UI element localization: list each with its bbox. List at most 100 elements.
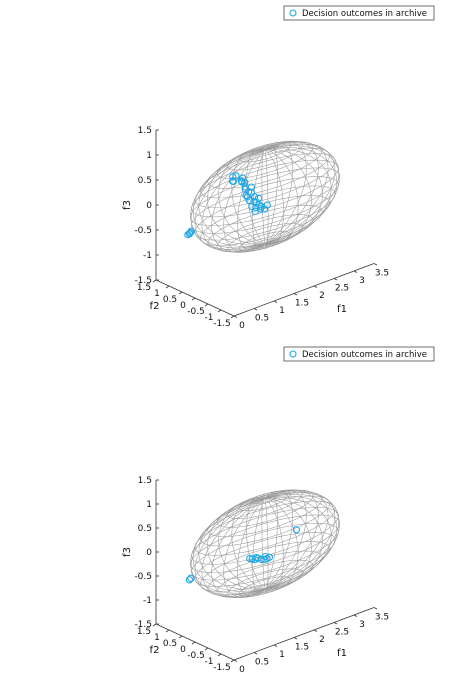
- longitude-line: [190, 149, 266, 250]
- longitude-line: [264, 498, 269, 594]
- x-axis-label: f1: [337, 304, 347, 315]
- y-tick: [217, 309, 222, 313]
- x-tick-label: 2.5: [335, 284, 349, 294]
- ellipsoid-wireframe: [190, 489, 340, 598]
- z-tick-label: -0.5: [134, 572, 152, 582]
- data-point: [187, 574, 195, 582]
- x-tick: [273, 300, 278, 303]
- legend-label: Decision outcomes in archive: [302, 9, 427, 19]
- data-point: [252, 198, 261, 206]
- chart-panel-1: 00.511.522.533.5-1.5-1-0.500.511.5-1.5-1…: [122, 5, 435, 331]
- x-axis-label: f1: [337, 648, 347, 659]
- data-point: [186, 229, 194, 237]
- x-tick-label: 0.5: [255, 658, 269, 668]
- latitude-line: [194, 153, 336, 208]
- longitude-line: [264, 497, 284, 592]
- longitude-line: [264, 489, 319, 590]
- x-tick-label: 3: [359, 620, 365, 630]
- x-tick: [273, 644, 278, 647]
- latitude-line: [191, 176, 339, 234]
- data-point: [265, 553, 274, 561]
- longitude-line: [261, 493, 266, 590]
- y-tick-label: 0: [180, 645, 186, 655]
- longitude-line: [261, 145, 266, 245]
- data-points: [185, 526, 301, 584]
- longitude-line: [237, 497, 266, 597]
- x-tick: [313, 285, 318, 288]
- legend-marker: [289, 350, 297, 358]
- data-point: [292, 526, 301, 534]
- x-tick-label: 1: [279, 650, 285, 660]
- data-point: [229, 173, 237, 181]
- longitude-line: [192, 497, 266, 592]
- z-tick-label: 0.5: [138, 524, 152, 534]
- longitude-line: [264, 490, 293, 590]
- longitude-line: [264, 489, 307, 590]
- x-tick: [373, 607, 378, 610]
- x-tick: [373, 263, 378, 266]
- x-axis-line: [233, 263, 375, 317]
- y-tick-label: 1: [154, 289, 160, 299]
- longitude-line: [194, 149, 266, 252]
- y-tick: [204, 647, 209, 651]
- x-tick: [353, 270, 358, 273]
- longitude-line: [201, 497, 266, 598]
- y-tick: [204, 303, 209, 307]
- longitude-line: [264, 495, 338, 590]
- z-tick-label: 1.5: [138, 476, 152, 486]
- x-tick-label: 3.5: [375, 613, 389, 623]
- data-point: [263, 201, 271, 209]
- latitude-line: [194, 185, 336, 241]
- y-tick-label: 1.5: [137, 283, 151, 293]
- y-axis-label: f2: [150, 301, 160, 312]
- z-axis-label: f3: [122, 200, 133, 210]
- y-tick-label: -0.5: [187, 651, 205, 661]
- x-tick-label: 0: [239, 321, 245, 331]
- x-tick-label: 2: [319, 635, 325, 645]
- x-tick-label: 1: [279, 306, 285, 316]
- z-tick-label: 1: [146, 500, 152, 510]
- longitude-line: [190, 497, 266, 594]
- y-tick-label: -0.5: [187, 307, 205, 317]
- x-tick: [333, 622, 338, 625]
- longitude-line: [252, 497, 266, 596]
- y-axis-label: f2: [150, 645, 160, 656]
- x-tick-label: 0: [239, 665, 245, 674]
- x-tick: [233, 315, 238, 318]
- y-tick-label: 0: [180, 301, 186, 311]
- x-tick: [353, 614, 358, 617]
- y-tick: [165, 285, 170, 289]
- y-tick: [191, 641, 196, 645]
- latitude-line: [191, 522, 339, 581]
- data-point: [184, 231, 192, 239]
- data-point: [245, 196, 253, 205]
- longitude-line: [190, 497, 266, 596]
- longitude-line: [207, 149, 266, 245]
- longitude-line: [264, 497, 312, 590]
- longitude-line: [264, 149, 312, 245]
- legend-marker: [289, 9, 297, 17]
- z-tick-label: 0: [146, 548, 152, 558]
- data-point: [247, 189, 255, 197]
- legend: Decision outcomes in archive: [283, 346, 435, 362]
- x-tick-label: 0.5: [255, 314, 269, 324]
- x-tick-label: 1.5: [295, 643, 309, 653]
- z-tick-label: 1.5: [138, 126, 152, 136]
- z-tick-label: -1: [143, 596, 152, 606]
- x-axis-line: [233, 607, 375, 661]
- chart-panel-2: 00.511.522.533.5-1.5-1-0.500.511.5-1.5-1…: [122, 346, 435, 674]
- longitude-line: [231, 497, 266, 590]
- y-tick-label: 0.5: [163, 639, 177, 649]
- data-point: [261, 552, 269, 561]
- x-tick: [333, 278, 338, 281]
- latitude-line: [200, 541, 330, 592]
- x-tick: [293, 293, 298, 296]
- legend-box: [283, 5, 435, 21]
- x-tick-label: 2: [319, 291, 325, 301]
- latitude-line: [200, 495, 330, 547]
- data-point: [185, 576, 194, 584]
- y-tick-label: 0.5: [163, 295, 177, 305]
- y-tick: [230, 659, 235, 663]
- z-tick-label: 1: [146, 151, 152, 161]
